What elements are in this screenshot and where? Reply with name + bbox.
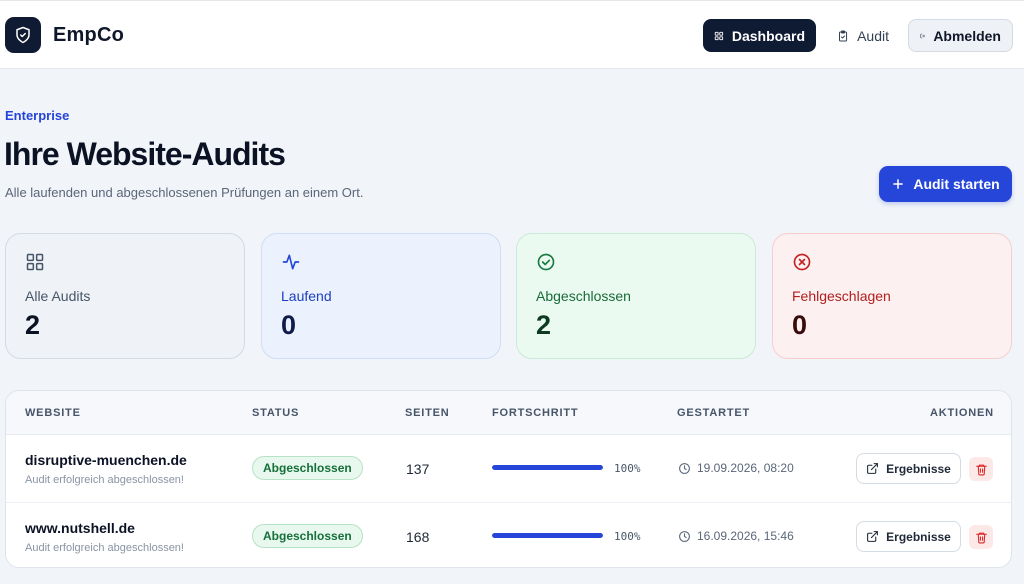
status-badge: Abgeschlossen — [252, 524, 363, 548]
stat-label: Alle Audits — [25, 288, 91, 304]
row-website[interactable]: www.nutshell.de — [25, 520, 135, 536]
table-row: www.nutshell.de Audit erfolgreich abgesc… — [6, 502, 1011, 567]
status-badge: Abgeschlossen — [252, 456, 363, 480]
trash-icon — [975, 464, 987, 475]
table-header: WEBSITE STATUS SEITEN FORTSCHRITT GESTAR… — [6, 391, 1011, 435]
column-header-website: WEBSITE — [25, 407, 81, 419]
stat-value: 0 — [792, 310, 808, 340]
app-header: EmpCo Dashboard Audit Abmelden — [0, 0, 1024, 69]
start-audit-label: Audit starten — [913, 176, 1000, 192]
progress-bar — [492, 533, 603, 538]
stat-label: Fehlgeschlagen — [792, 288, 891, 304]
row-message: Audit erfolgreich abgeschlossen! — [25, 542, 184, 554]
delete-button[interactable] — [969, 457, 993, 481]
delete-button[interactable] — [969, 525, 993, 549]
page-subtitle: Alle laufenden und abgeschlossenen Prüfu… — [5, 185, 364, 200]
results-label: Ergebnisse — [886, 461, 951, 476]
audits-table: WEBSITE STATUS SEITEN FORTSCHRITT GESTAR… — [5, 390, 1012, 568]
stat-label: Abgeschlossen — [536, 288, 631, 304]
column-header-status: STATUS — [252, 407, 300, 419]
stat-card-running: Laufend 0 — [261, 233, 501, 359]
stat-card-failed: Fehlgeschlagen 0 — [772, 233, 1012, 359]
nav-audit-label: Audit — [857, 27, 889, 44]
nav-audit-button[interactable]: Audit — [826, 19, 900, 52]
start-audit-button[interactable]: Audit starten — [879, 166, 1012, 202]
row-started-label: 19.09.2026, 08:20 — [697, 461, 794, 475]
stat-card-completed: Abgeschlossen 2 — [516, 233, 756, 359]
stat-label: Laufend — [281, 288, 332, 304]
progress-bar — [492, 465, 603, 470]
stat-card-all: Alle Audits 2 — [5, 233, 245, 359]
clock-icon — [679, 530, 690, 542]
column-header-actions: AKTIONEN — [930, 407, 994, 419]
nav-dashboard-button[interactable]: Dashboard — [703, 19, 816, 52]
row-message: Audit erfolgreich abgeschlossen! — [25, 474, 184, 486]
progress-label: 100% — [614, 462, 641, 475]
logo[interactable] — [5, 17, 41, 53]
stat-value: 0 — [281, 310, 297, 340]
logout-icon — [920, 33, 925, 38]
page-title: Ihre Website-Audits — [4, 136, 286, 172]
row-started-label: 16.09.2026, 15:46 — [697, 529, 794, 543]
external-link-icon — [867, 463, 879, 474]
eyebrow-label: Enterprise — [5, 108, 70, 123]
check-circle-icon — [537, 253, 555, 271]
stat-value: 2 — [25, 310, 41, 340]
row-pages: 137 — [406, 461, 430, 477]
results-label: Ergebnisse — [886, 529, 951, 544]
row-started: 19.09.2026, 08:20 — [678, 461, 794, 475]
trash-icon — [975, 532, 987, 543]
grid-icon — [26, 253, 44, 271]
stat-value: 2 — [536, 310, 552, 340]
table-row: disruptive-muenchen.de Audit erfolgreich… — [6, 435, 1011, 502]
shield-check-icon — [16, 26, 30, 44]
column-header-pages: SEITEN — [405, 407, 450, 419]
logout-label: Abmelden — [933, 27, 1001, 44]
nav-dashboard-label: Dashboard — [731, 27, 805, 44]
progress-label: 100% — [614, 530, 641, 543]
results-button[interactable]: Ergebnisse — [856, 453, 961, 484]
clock-icon — [679, 462, 690, 474]
activity-icon — [282, 254, 300, 270]
clipboard-check-icon — [839, 29, 848, 42]
row-website[interactable]: disruptive-muenchen.de — [25, 452, 187, 468]
plus-icon — [893, 179, 904, 189]
progress-fill — [492, 465, 603, 470]
row-pages: 168 — [406, 529, 430, 545]
external-link-icon — [867, 531, 879, 542]
brand-name: EmpCo — [53, 24, 124, 46]
column-header-started: GESTARTET — [677, 407, 750, 419]
logout-button[interactable]: Abmelden — [908, 19, 1013, 52]
column-header-progress: FORTSCHRITT — [492, 407, 579, 419]
x-circle-icon — [793, 253, 811, 271]
results-button[interactable]: Ergebnisse — [856, 521, 961, 552]
progress-fill — [492, 533, 603, 538]
row-started: 16.09.2026, 15:46 — [678, 529, 794, 543]
grid-icon — [714, 31, 724, 40]
